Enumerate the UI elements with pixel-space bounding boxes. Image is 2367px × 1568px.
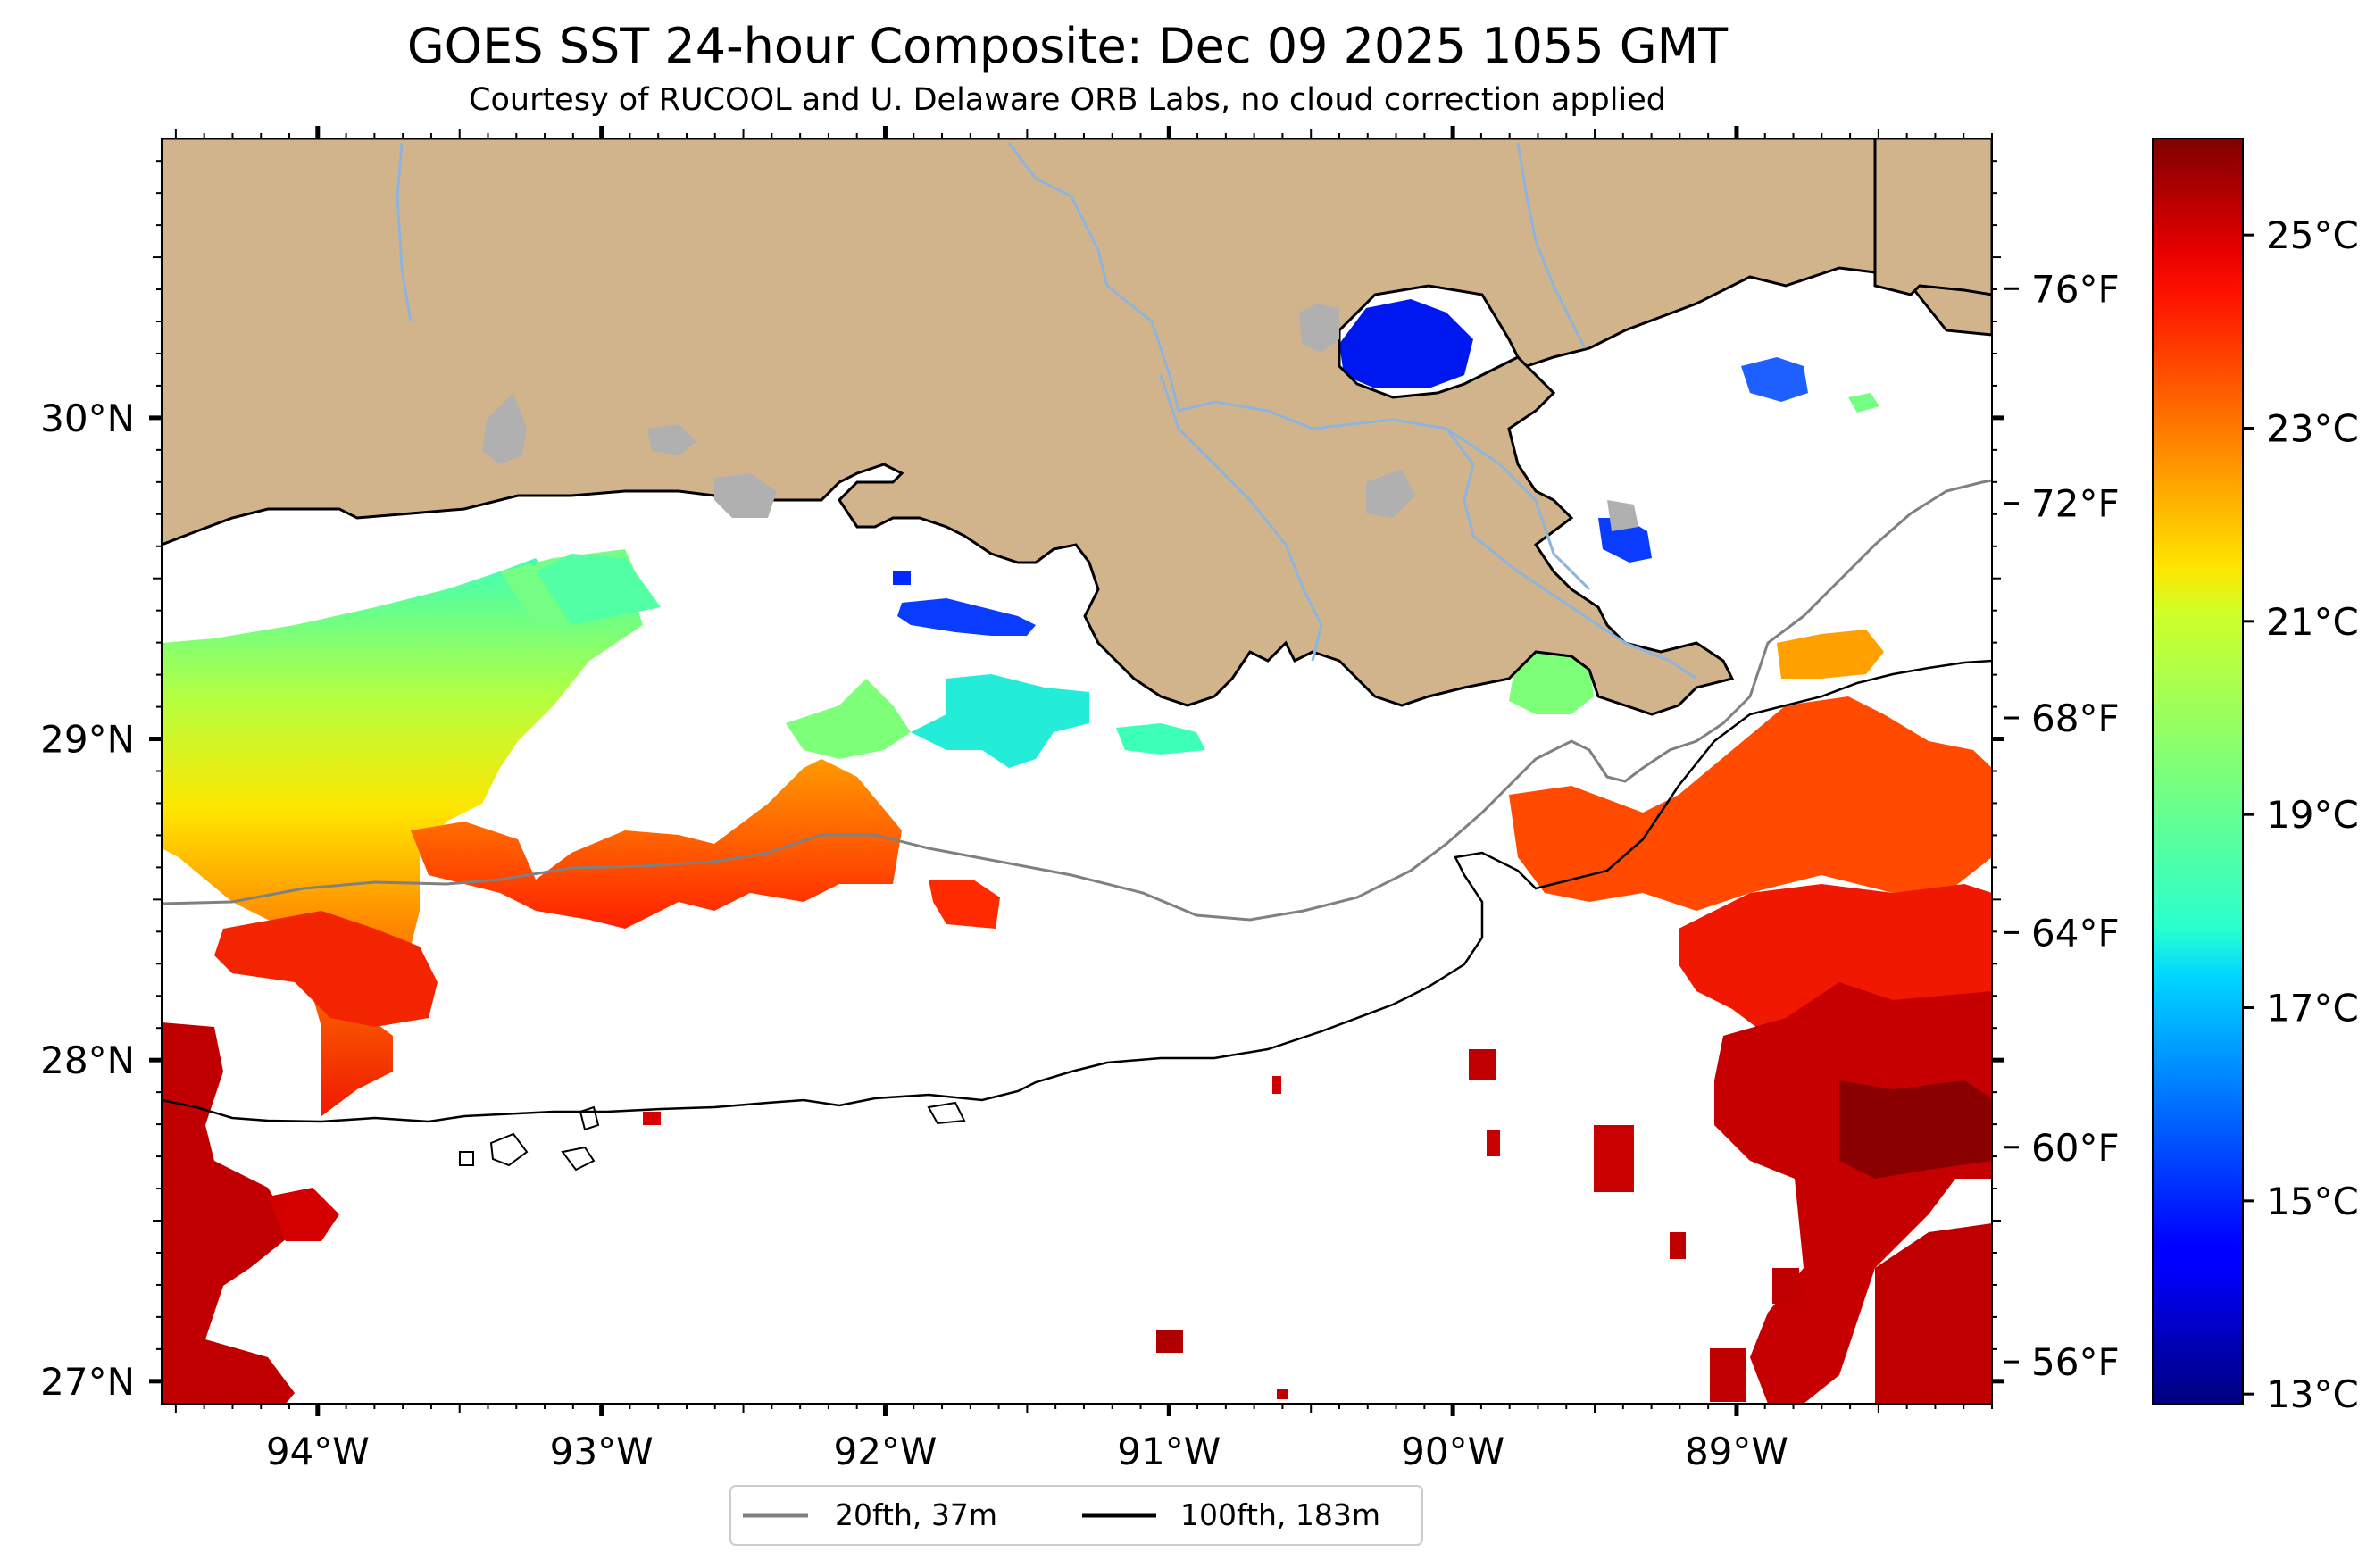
lake	[647, 424, 696, 455]
sst-patch-central-small	[929, 880, 1000, 929]
land-mainland	[162, 138, 1992, 716]
celsius-tick-label: 13°C	[2266, 1372, 2359, 1416]
lat-tick-label: 29°N	[40, 718, 135, 762]
isobath-legend: 20fth, 37m 100fth, 183m	[729, 1485, 1423, 1546]
sst-patch-east-maroon	[1839, 1080, 1992, 1179]
sst-patch-east-orange	[1509, 696, 1992, 911]
sst-patch-blue-small	[893, 571, 911, 585]
river-west	[396, 142, 413, 322]
celsius-tick-label: 25°C	[2266, 213, 2359, 257]
lon-tick-label: 94°W	[266, 1430, 370, 1473]
isobath-20fth	[162, 479, 1992, 922]
sst-patch-west	[162, 558, 643, 1116]
colorbar: 25°C 23°C 21°C 19°C 17°C 15°C 13°C 76°F 72°F 68°…	[2004, 138, 2359, 1416]
fahrenheit-tick-label: 56°F	[2031, 1340, 2120, 1384]
sst-patch-sw-red-b	[268, 1188, 339, 1241]
lat-tick-label: 30°N	[40, 396, 135, 440]
sst-dot	[1277, 1389, 1288, 1399]
longitude-axis: 94°W 93°W 92°W 91°W 90°W 89°W	[174, 126, 1993, 1473]
celsius-tick-label: 15°C	[2266, 1180, 2359, 1223]
fahrenheit-tick-label: 76°F	[2031, 267, 2120, 311]
fahrenheit-tick-label: 64°F	[2031, 911, 2120, 955]
river-mississippi	[1007, 142, 1697, 680]
legend-label-20fth: 20fth, 37m	[835, 1497, 997, 1532]
land-layer	[162, 138, 1992, 716]
sst-patch-coast-cyan	[911, 674, 1089, 768]
celsius-tick-label: 19°C	[2266, 793, 2359, 837]
isobath-100fth	[162, 659, 1992, 1123]
sst-dot	[1469, 1049, 1496, 1080]
sst-patch-blue-vermilion	[897, 598, 1036, 636]
lon-tick-label: 90°W	[1401, 1430, 1504, 1473]
bank-outline	[459, 1151, 474, 1166]
bank-outlines	[459, 1101, 966, 1172]
fahrenheit-tick-label: 60°F	[2031, 1126, 2120, 1170]
lake	[482, 393, 527, 464]
sst-patch-blue-breton	[1741, 357, 1808, 402]
river-pearl	[1516, 142, 1587, 349]
river-layer	[396, 142, 1697, 680]
sst-data-layer	[162, 299, 1992, 1404]
lat-tick-label: 27°N	[40, 1360, 135, 1404]
sst-patch-central	[411, 759, 902, 929]
legend-frame	[729, 1485, 1423, 1546]
lake	[1299, 304, 1339, 353]
sst-dot	[1487, 1130, 1500, 1156]
colorbar-gradient	[2152, 138, 2244, 1405]
bank-outline	[927, 1101, 966, 1125]
sst-dot	[1156, 1330, 1183, 1353]
map-title: GOES SST 24-hour Composite: Dec 09 2025 …	[406, 18, 1729, 74]
celsius-tick-label: 21°C	[2266, 600, 2359, 644]
lake	[1366, 469, 1415, 518]
fahrenheit-tick-label: 68°F	[2031, 696, 2120, 740]
sst-patch-east-orange-a	[1777, 630, 1884, 679]
sst-patch-east-south	[1875, 1223, 1992, 1404]
river-mid	[1446, 427, 1591, 591]
sst-patch-sw-red	[162, 1022, 295, 1404]
lon-tick-label: 92°W	[833, 1430, 937, 1473]
lake-layer	[482, 304, 1638, 531]
sst-dot	[1272, 1076, 1281, 1094]
sst-patch-west-red	[214, 911, 438, 1027]
colorbar-celsius-ticks: 25°C 23°C 21°C 19°C 17°C 15°C 13°C	[2243, 213, 2359, 1416]
lake	[714, 473, 777, 518]
sst-patch-north-green	[536, 554, 661, 625]
map-subtitle: Courtesy of RUCOOL and U. Delaware ORB L…	[469, 82, 1666, 118]
sst-dot	[1670, 1232, 1686, 1259]
bank-outline	[489, 1132, 529, 1167]
sst-dot	[643, 1112, 661, 1125]
celsius-tick-label: 17°C	[2266, 987, 2359, 1030]
sst-patch-green-ne	[1848, 393, 1879, 413]
bank-outline	[579, 1105, 600, 1131]
lon-tick-label: 89°W	[1685, 1430, 1788, 1473]
sst-patch-east-red	[1679, 884, 1992, 1036]
colorbar-fahrenheit-ticks: 76°F 72°F 68°F 64°F 60°F 56°F	[2004, 267, 2120, 1384]
legend-label-100fth: 100fth, 183m	[1180, 1497, 1380, 1532]
sst-patch-green-delta	[1509, 647, 1594, 714]
sst-patch-coast-cyan-east	[1116, 723, 1205, 755]
latitude-axis: 30°N 29°N 28°N 27°N	[40, 160, 2004, 1404]
sst-dot	[1772, 1268, 1799, 1304]
lat-tick-label: 28°N	[40, 1038, 135, 1082]
map-panel: 94°W 93°W 92°W 91°W 90°W 89°W 30°N 29°N 28°N 27°…	[40, 126, 2004, 1473]
sst-patch-lake-pontchartrain	[1339, 299, 1473, 388]
sst-patch-coast-green	[786, 679, 911, 759]
lon-tick-label: 91°W	[1117, 1430, 1221, 1473]
river-atchafalaya	[1159, 374, 1323, 662]
land-east-strip	[1873, 138, 1992, 296]
fahrenheit-tick-label: 72°F	[2031, 482, 2120, 526]
lon-tick-label: 93°W	[550, 1430, 654, 1473]
sst-dot	[1710, 1348, 1746, 1402]
celsius-tick-label: 23°C	[2266, 407, 2359, 451]
sst-dot	[1594, 1125, 1634, 1192]
bank-outline	[561, 1146, 596, 1172]
lake	[1607, 500, 1638, 531]
